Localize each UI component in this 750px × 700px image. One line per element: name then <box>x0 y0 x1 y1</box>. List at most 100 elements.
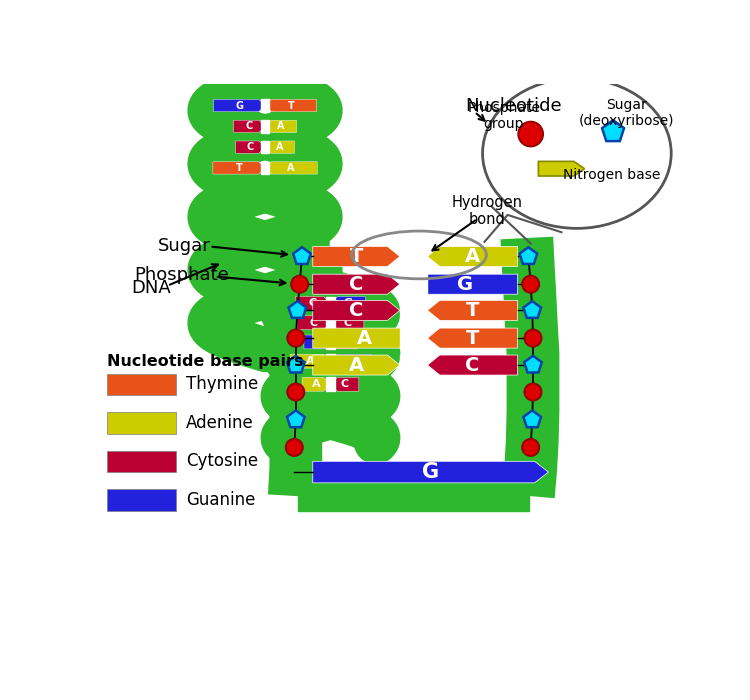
Bar <box>400 328 427 348</box>
Polygon shape <box>520 247 537 264</box>
Text: T: T <box>340 337 347 347</box>
Bar <box>326 297 335 310</box>
Circle shape <box>524 330 542 346</box>
Bar <box>261 162 268 174</box>
Text: Nucleotide base pairs: Nucleotide base pairs <box>107 354 304 369</box>
FancyArrow shape <box>265 162 317 174</box>
Text: A: A <box>356 328 371 348</box>
FancyArrow shape <box>313 328 416 348</box>
Polygon shape <box>289 301 306 318</box>
Text: C: C <box>247 142 254 152</box>
Text: Phosphate: Phosphate <box>134 266 230 284</box>
Text: A: A <box>306 356 315 366</box>
FancyArrow shape <box>427 328 518 348</box>
FancyArrow shape <box>331 354 370 368</box>
Text: T: T <box>236 163 242 173</box>
Text: C: C <box>349 301 364 320</box>
Text: T: T <box>350 247 363 266</box>
Bar <box>326 354 335 368</box>
FancyArrow shape <box>331 335 357 349</box>
FancyArrow shape <box>297 316 331 330</box>
Text: G: G <box>236 101 243 111</box>
Bar <box>107 412 176 433</box>
Text: Hydrogen
bond: Hydrogen bond <box>452 195 522 228</box>
Bar <box>326 377 335 391</box>
Text: Nucleotide: Nucleotide <box>465 97 562 115</box>
Text: C: C <box>309 298 317 309</box>
Text: Nitrogen base: Nitrogen base <box>562 168 660 182</box>
Text: G: G <box>346 356 355 366</box>
Text: A: A <box>465 247 480 266</box>
Text: G: G <box>344 298 352 309</box>
Circle shape <box>287 384 304 400</box>
FancyArrow shape <box>313 300 400 321</box>
Bar <box>261 141 268 153</box>
Bar <box>400 274 427 294</box>
Text: DNA: DNA <box>131 279 171 297</box>
FancyArrow shape <box>331 316 364 330</box>
FancyArrow shape <box>265 99 316 112</box>
Polygon shape <box>287 356 304 372</box>
Text: G: G <box>457 274 473 294</box>
Bar <box>400 355 427 375</box>
Circle shape <box>518 122 543 146</box>
Text: Thymine: Thymine <box>186 375 258 393</box>
Text: G: G <box>422 462 439 482</box>
Text: C: C <box>343 318 351 328</box>
Text: C: C <box>246 121 253 132</box>
Text: T: T <box>466 301 479 320</box>
Text: A: A <box>312 379 320 389</box>
Text: G: G <box>313 337 322 347</box>
Text: T: T <box>287 101 294 111</box>
FancyArrow shape <box>313 461 548 483</box>
Bar <box>400 300 427 321</box>
FancyArrow shape <box>331 297 365 310</box>
Circle shape <box>522 439 539 456</box>
FancyArrow shape <box>296 297 331 310</box>
Text: C: C <box>310 318 318 328</box>
Bar <box>261 120 268 132</box>
FancyArrow shape <box>214 99 265 112</box>
Bar <box>326 335 335 349</box>
Text: Sugar
(deoxyribose): Sugar (deoxyribose) <box>579 98 675 128</box>
FancyArrow shape <box>331 377 358 391</box>
Text: T: T <box>466 328 479 348</box>
Text: C: C <box>465 356 480 375</box>
Polygon shape <box>293 247 310 264</box>
Circle shape <box>287 330 304 346</box>
FancyArrow shape <box>427 355 518 375</box>
Circle shape <box>524 384 542 400</box>
FancyArrow shape <box>412 274 518 294</box>
Text: Adenine: Adenine <box>186 414 254 432</box>
FancyArrow shape <box>304 335 331 349</box>
FancyArrow shape <box>236 141 265 153</box>
FancyArrow shape <box>265 141 295 153</box>
Circle shape <box>291 276 308 293</box>
Circle shape <box>286 439 303 456</box>
FancyArrow shape <box>290 354 331 368</box>
Text: A: A <box>287 163 295 173</box>
FancyArrow shape <box>233 120 265 132</box>
Bar <box>326 316 335 330</box>
Bar <box>107 374 176 395</box>
Circle shape <box>522 276 539 293</box>
Text: A: A <box>349 356 364 375</box>
FancyArrow shape <box>302 377 331 391</box>
Text: Phosphate
group: Phosphate group <box>467 102 540 132</box>
Bar <box>400 246 427 267</box>
FancyArrow shape <box>313 274 400 294</box>
FancyArrow shape <box>427 300 518 321</box>
Polygon shape <box>602 120 624 141</box>
FancyArrow shape <box>427 246 518 267</box>
Text: Sugar: Sugar <box>158 237 211 255</box>
FancyArrow shape <box>538 162 584 176</box>
Bar <box>261 99 268 112</box>
Polygon shape <box>287 410 304 427</box>
Text: Cytosine: Cytosine <box>186 452 258 470</box>
FancyArrow shape <box>313 355 400 375</box>
Text: C: C <box>340 379 349 389</box>
Bar <box>107 489 176 510</box>
Text: Guanine: Guanine <box>186 491 255 509</box>
Polygon shape <box>524 301 541 318</box>
FancyArrow shape <box>213 162 265 174</box>
